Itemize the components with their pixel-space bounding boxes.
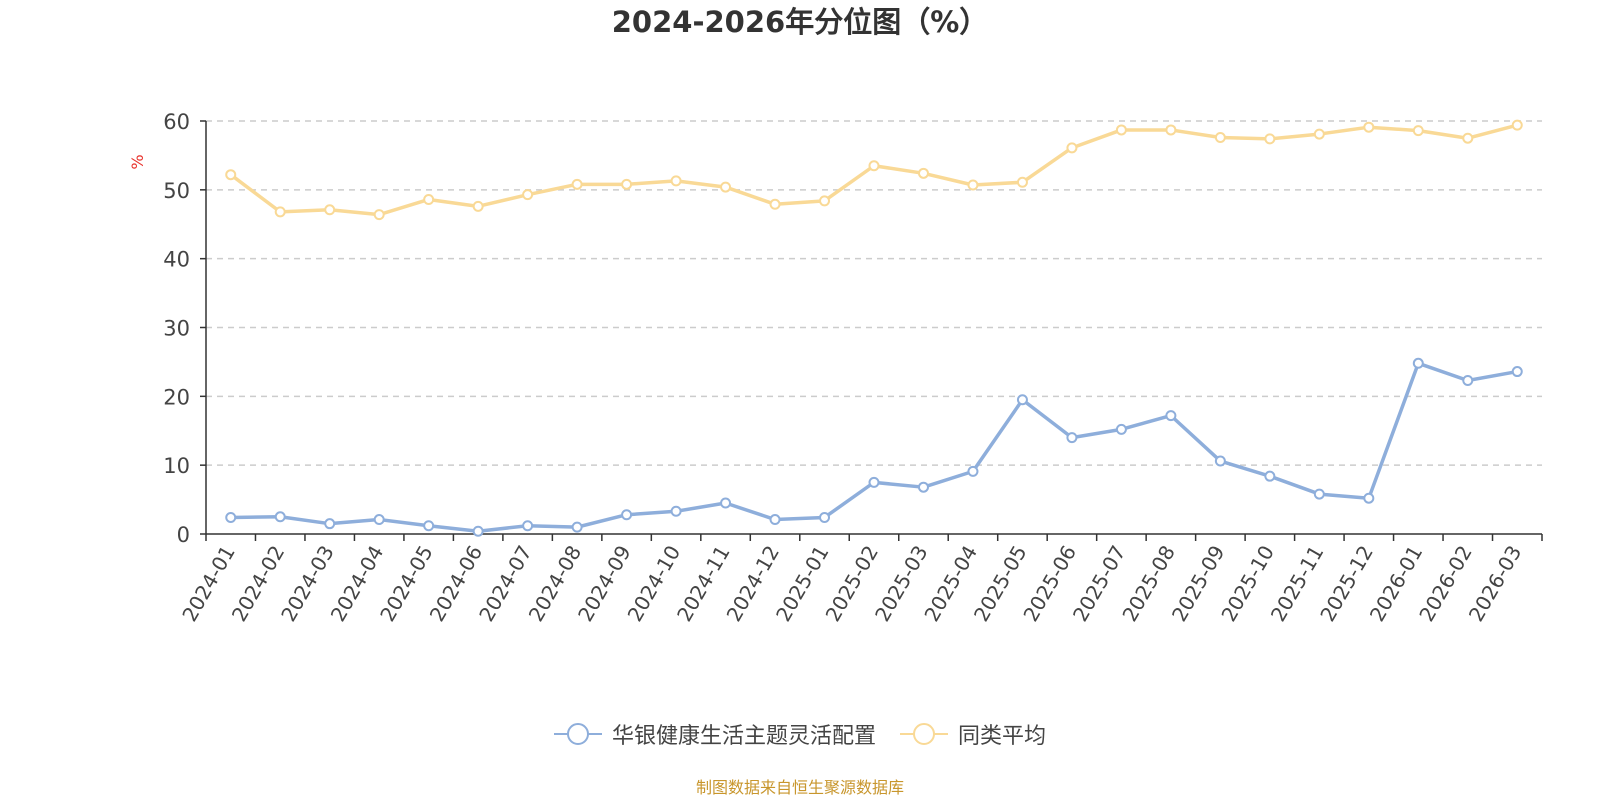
y-tick-label: 60 [163, 110, 190, 134]
data-point [670, 175, 682, 187]
data-point [621, 178, 633, 190]
data-point [1214, 132, 1226, 144]
chart-title: 2024-2026年分位图（%） [611, 5, 989, 39]
data-point [1412, 125, 1424, 137]
data-point [1264, 470, 1276, 482]
data-point [423, 520, 435, 532]
data-point [1313, 128, 1325, 140]
series-lines [229, 123, 1518, 533]
series-line [230, 361, 1518, 533]
data-point [1115, 423, 1127, 435]
data-point [522, 520, 534, 532]
legend-label-peer-average: 同类平均 [958, 724, 1047, 749]
data-point [769, 514, 781, 526]
legend-item-peer-average[interactable]: 同类平均 [900, 718, 1046, 750]
data-point [1462, 132, 1474, 144]
data-point [1165, 410, 1177, 422]
data-point [225, 169, 237, 181]
data-point [621, 509, 633, 521]
data-point [868, 476, 880, 488]
y-tick-label: 50 [163, 179, 190, 203]
data-point [423, 193, 435, 205]
data-point [967, 179, 979, 191]
data-point [1511, 119, 1523, 131]
data-point [1066, 142, 1078, 154]
y-tick-label: 30 [163, 317, 190, 341]
data-point [1165, 124, 1177, 136]
data-point [967, 465, 979, 477]
data-point [769, 198, 781, 210]
series-points [225, 119, 1523, 537]
data-point [274, 206, 286, 218]
data-point [1016, 394, 1028, 406]
axes: 01020304050602024-012024-022024-032024-0… [163, 110, 1543, 626]
data-point [1016, 176, 1028, 188]
y-axis-label: % [128, 154, 147, 169]
data-point [472, 525, 484, 537]
data-point [472, 200, 484, 212]
data-point [373, 209, 385, 221]
data-point [225, 511, 237, 523]
data-point [571, 521, 583, 533]
data-point [1066, 432, 1078, 444]
data-point [324, 518, 336, 530]
data-point [1115, 124, 1127, 136]
source-note: 制图数据来自恒生聚源数据库 [695, 778, 904, 797]
y-tick-label: 40 [163, 248, 190, 272]
data-point [868, 160, 880, 172]
y-tick-label: 20 [163, 385, 190, 409]
legend-line-marker-icon [900, 723, 948, 745]
data-point [373, 514, 385, 526]
data-point [1412, 357, 1424, 369]
data-point [1363, 492, 1375, 504]
data-point [571, 178, 583, 190]
data-point [670, 505, 682, 517]
y-tick-label: 10 [163, 454, 190, 478]
legend-label-fund: 华银健康生活主题灵活配置 [611, 724, 876, 749]
data-point [1264, 133, 1276, 145]
legend: 华银健康生活主题灵活配置 同类平均 [0, 718, 1600, 750]
data-point [1462, 375, 1474, 387]
data-point [274, 511, 286, 523]
grid-lines [206, 120, 1542, 466]
data-point [917, 481, 929, 493]
data-point [819, 195, 831, 207]
data-point [720, 497, 732, 509]
data-point [720, 181, 732, 193]
data-point [819, 511, 831, 523]
data-point [1363, 121, 1375, 133]
data-point [324, 204, 336, 216]
y-tick-label: 0 [177, 523, 190, 547]
legend-item-fund[interactable]: 华银健康生活主题灵活配置 [553, 718, 876, 750]
legend-line-marker-icon [553, 723, 602, 745]
data-point [1511, 366, 1523, 378]
data-point [1214, 455, 1226, 467]
data-point [1313, 488, 1325, 500]
data-point [917, 167, 929, 179]
data-point [522, 189, 534, 201]
